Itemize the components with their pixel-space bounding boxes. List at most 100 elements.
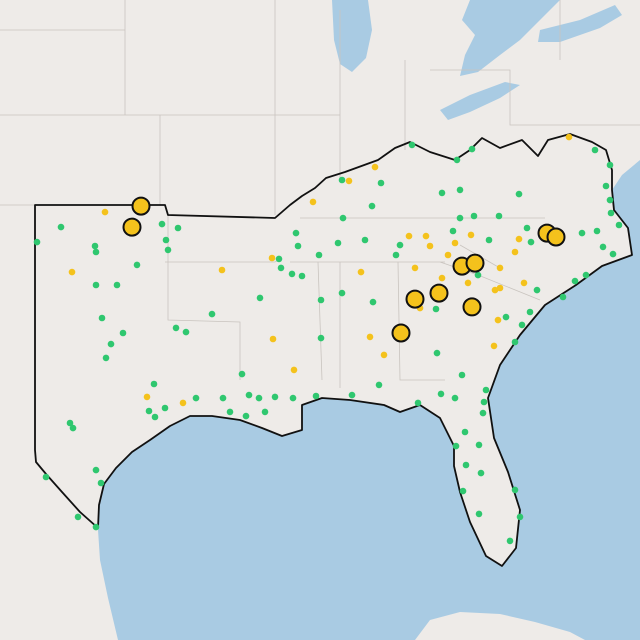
site-marker (479, 409, 487, 417)
site-marker (582, 271, 590, 279)
site-marker (470, 212, 478, 220)
site-marker (396, 241, 404, 249)
site-marker (172, 324, 180, 332)
site-marker (68, 268, 76, 276)
site-marker (433, 349, 441, 357)
site-marker (69, 424, 77, 432)
site-marker-large (429, 283, 449, 303)
site-marker (33, 238, 41, 246)
site-marker (571, 277, 579, 285)
site-marker (277, 264, 285, 272)
site-marker (392, 251, 400, 259)
site-marker (92, 281, 100, 289)
ocean (98, 160, 640, 640)
site-marker (606, 161, 614, 169)
site-marker (91, 242, 99, 250)
site-marker (92, 523, 100, 531)
site-marker (334, 239, 342, 247)
site-marker (242, 412, 250, 420)
site-marker (294, 242, 302, 250)
site-marker (527, 238, 535, 246)
points (33, 133, 623, 545)
site-marker (348, 391, 356, 399)
site-marker (179, 399, 187, 407)
site-marker (593, 227, 601, 235)
site-marker (98, 314, 106, 322)
site-marker (599, 243, 607, 251)
site-marker (511, 338, 519, 346)
lake (538, 5, 622, 42)
site-marker (475, 441, 483, 449)
lake (460, 0, 560, 76)
site-marker (459, 487, 467, 495)
site-marker (151, 413, 159, 421)
site-marker (317, 334, 325, 342)
lake (440, 82, 520, 120)
site-marker (464, 279, 472, 287)
site-marker (292, 229, 300, 237)
site-marker (369, 298, 377, 306)
site-marker (119, 329, 127, 337)
site-marker (312, 392, 320, 400)
site-marker (255, 394, 263, 402)
site-marker (426, 242, 434, 250)
site-marker (458, 371, 466, 379)
site-marker (496, 284, 504, 292)
site-marker (269, 335, 277, 343)
site-marker (238, 370, 246, 378)
site-marker (591, 146, 599, 154)
site-marker (432, 305, 440, 313)
site-marker (456, 186, 464, 194)
site-marker (526, 308, 534, 316)
site-marker (174, 224, 182, 232)
site-marker (494, 316, 502, 324)
site-marker (338, 176, 346, 184)
site-marker (475, 510, 483, 518)
site-marker (162, 236, 170, 244)
site-marker (411, 264, 419, 272)
state-lines (0, 0, 640, 388)
site-marker-large (122, 217, 142, 237)
site-marker (482, 386, 490, 394)
site-marker (42, 473, 50, 481)
site-marker (92, 248, 100, 256)
site-marker (92, 466, 100, 474)
site-marker (208, 310, 216, 318)
site-marker-large (405, 289, 425, 309)
site-marker (516, 513, 524, 521)
site-marker (298, 272, 306, 280)
site-marker (485, 236, 493, 244)
site-marker (133, 261, 141, 269)
site-marker (143, 393, 151, 401)
site-marker (495, 212, 503, 220)
site-marker (66, 419, 74, 427)
site-marker (405, 232, 413, 240)
site-marker (462, 461, 470, 469)
site-marker (57, 223, 65, 231)
site-marker (289, 394, 297, 402)
site-marker (377, 179, 385, 187)
site-marker (451, 239, 459, 247)
site-marker (607, 209, 615, 217)
site-marker (468, 145, 476, 153)
site-marker (502, 313, 510, 321)
site-marker (158, 220, 166, 228)
site-marker (408, 141, 416, 149)
site-marker (256, 294, 264, 302)
site-marker (491, 286, 499, 294)
site-marker (366, 333, 374, 341)
site-marker (422, 232, 430, 240)
site-marker (357, 268, 365, 276)
site-marker (290, 366, 298, 374)
site-marker (219, 394, 227, 402)
site-marker (371, 163, 379, 171)
site-marker (309, 198, 317, 206)
site-marker (345, 177, 353, 185)
site-marker (245, 391, 253, 399)
site-marker-large (131, 196, 151, 216)
site-marker (606, 196, 614, 204)
site-marker (496, 264, 504, 272)
site-marker (339, 214, 347, 222)
site-marker (477, 469, 485, 477)
